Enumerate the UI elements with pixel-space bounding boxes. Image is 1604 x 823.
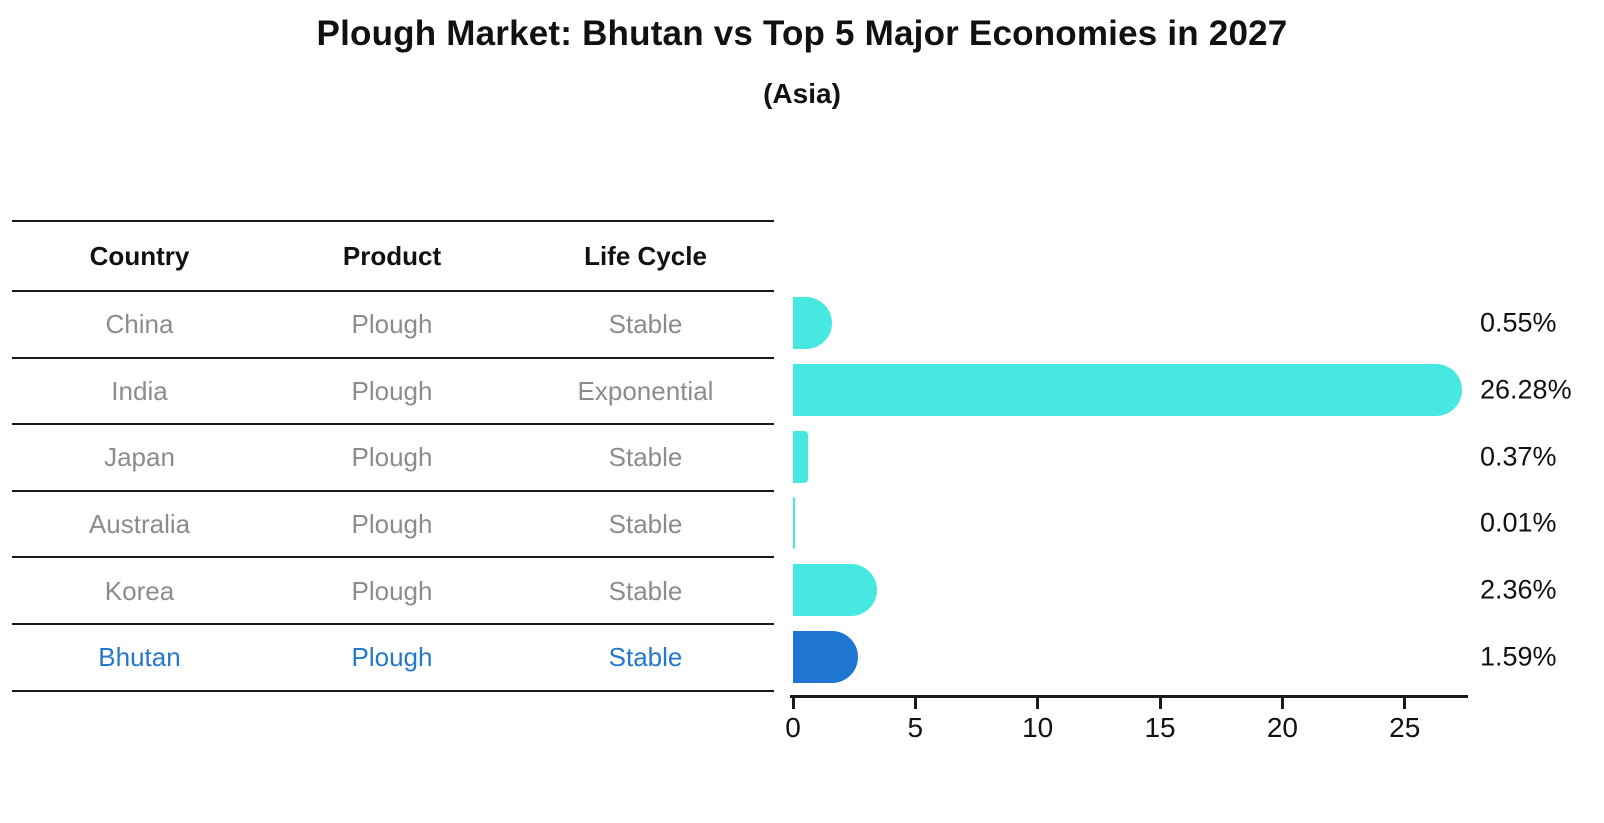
bar-value-label: 0.01% bbox=[1480, 507, 1557, 538]
table-cell-country: China bbox=[105, 309, 174, 340]
table-row: Australia Plough Stable bbox=[12, 492, 774, 559]
bar bbox=[793, 297, 833, 350]
x-axis-tick bbox=[913, 698, 917, 709]
x-axis-tick-label: 15 bbox=[1144, 712, 1176, 743]
x-axis-tick bbox=[1280, 698, 1284, 709]
bar bbox=[793, 430, 809, 483]
country-table: Country Product Life Cycle China Plough St… bbox=[12, 220, 774, 692]
table-cell-product: Plough bbox=[351, 575, 433, 606]
x-axis-tick bbox=[791, 698, 795, 709]
table-cell-country: Bhutan bbox=[98, 642, 181, 673]
x-axis-tick bbox=[1036, 698, 1040, 709]
table-cell-country: Korea bbox=[104, 575, 175, 606]
bar bbox=[793, 364, 1463, 416]
bar-value-label: 1.59% bbox=[1480, 641, 1557, 672]
table-cell-country: Japan bbox=[104, 442, 175, 473]
bar bbox=[793, 564, 877, 616]
x-axis-tick-label: 20 bbox=[1266, 712, 1298, 743]
table-row: Bhutan Plough Stable bbox=[12, 625, 774, 692]
table-row: Korea Plough Stable bbox=[12, 558, 774, 625]
table-cell-life-cycle: Stable bbox=[608, 309, 683, 340]
bar-value-label: 26.28% bbox=[1480, 374, 1572, 405]
x-axis-tick bbox=[1403, 698, 1407, 709]
chart-subtitle: (Asia) bbox=[763, 78, 841, 109]
table-cell-product: Plough bbox=[351, 642, 433, 673]
x-axis-line bbox=[790, 695, 1468, 698]
table-header-country: Country bbox=[89, 241, 190, 271]
table-header-row: Country Product Life Cycle bbox=[12, 222, 774, 292]
bar-value-label: 0.37% bbox=[1480, 441, 1557, 472]
table-header-product: Product bbox=[342, 241, 442, 271]
bar bbox=[793, 497, 796, 550]
bar-highlight bbox=[793, 630, 858, 683]
table-row: Japan Plough Stable bbox=[12, 425, 774, 492]
bar-value-label: 0.55% bbox=[1480, 307, 1557, 338]
table-cell-life-cycle: Stable bbox=[608, 642, 683, 673]
table-cell-product: Plough bbox=[351, 509, 433, 540]
table-cell-product: Plough bbox=[351, 375, 433, 406]
table-cell-country: India bbox=[111, 375, 168, 406]
x-axis-tick-label: 10 bbox=[1022, 712, 1054, 743]
table-cell-country: Australia bbox=[88, 509, 191, 540]
table-cell-life-cycle: Stable bbox=[608, 509, 683, 540]
table-header-life-cycle: Life Cycle bbox=[584, 241, 707, 271]
table-cell-life-cycle: Stable bbox=[608, 442, 683, 473]
table-cell-product: Plough bbox=[351, 309, 433, 340]
x-axis-tick-label: 25 bbox=[1389, 712, 1421, 743]
table-row: China Plough Stable bbox=[12, 292, 774, 359]
table-row: India Plough Exponential bbox=[12, 359, 774, 426]
table-cell-life-cycle: Stable bbox=[608, 575, 683, 606]
x-axis-tick-label: 0 bbox=[785, 712, 801, 743]
bar-value-label: 2.36% bbox=[1480, 574, 1557, 605]
chart-title: Plough Market: Bhutan vs Top 5 Major Eco… bbox=[316, 14, 1288, 53]
x-axis-tick bbox=[1158, 698, 1162, 709]
x-axis-tick-label: 5 bbox=[907, 712, 924, 743]
table-cell-product: Plough bbox=[351, 442, 433, 473]
table-cell-life-cycle: Exponential bbox=[577, 375, 714, 406]
